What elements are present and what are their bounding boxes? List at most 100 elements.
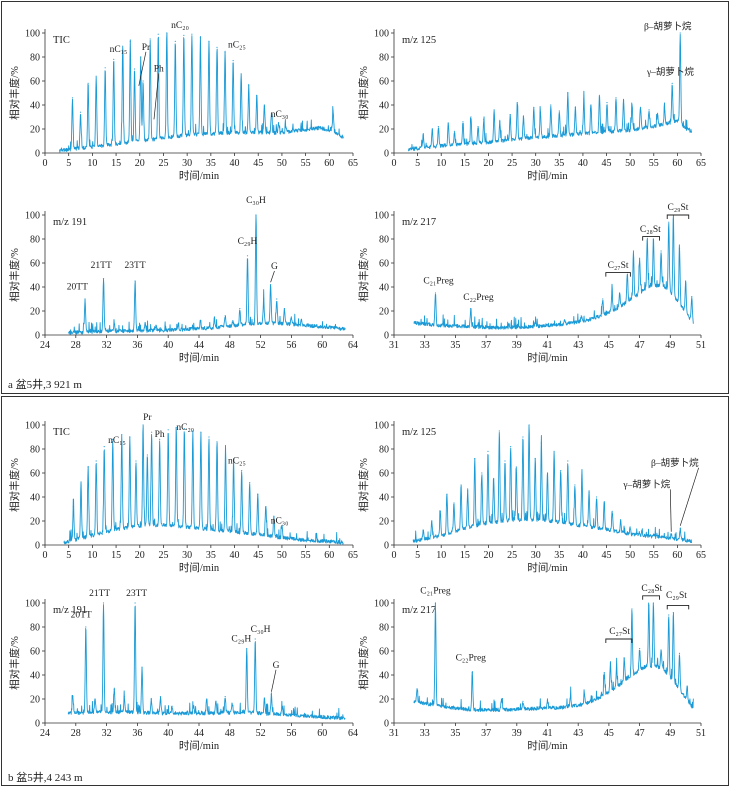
peak-point — [672, 612, 674, 614]
annotation-leader — [270, 270, 275, 283]
y-tick-label: 0 — [384, 331, 389, 342]
annotation-leader — [669, 489, 672, 532]
peak-point — [102, 602, 105, 604]
y-tick-label: 20 — [30, 695, 40, 706]
x-tick-label: 40 — [578, 158, 588, 169]
peak-annotation: 20TT — [71, 610, 92, 620]
peak-point — [619, 292, 621, 294]
peak-annotation: β–胡萝卜烷 — [644, 20, 692, 32]
peak-point — [574, 484, 576, 486]
peak-point — [263, 698, 266, 700]
peak-point — [183, 428, 185, 430]
peak-point — [623, 657, 625, 659]
peak-point — [141, 667, 143, 669]
peak-point — [79, 111, 82, 113]
y-tick-label: 100 — [374, 599, 389, 610]
x-tick-label: 40 — [578, 550, 588, 561]
x-tick-label: 50 — [625, 550, 635, 561]
peak-point — [477, 126, 479, 128]
x-tick-label: 51 — [696, 728, 706, 739]
y-tick-label: 20 — [379, 695, 389, 706]
peak-point — [620, 520, 622, 522]
x-tick-label: 65 — [348, 158, 358, 169]
peak-point — [112, 438, 114, 440]
trace-label: m/z 191 — [53, 217, 87, 228]
x-tick-label: 50 — [625, 158, 635, 169]
y-axis-label: 相对丰度/% — [357, 458, 370, 512]
peak-point — [590, 104, 592, 106]
peak-point — [446, 494, 448, 496]
peak-point — [285, 126, 287, 128]
peak-point — [588, 491, 590, 493]
peak-point — [72, 506, 75, 508]
peak-point — [652, 238, 655, 240]
peak-point — [199, 320, 202, 322]
x-tick-label: 30 — [182, 158, 192, 169]
peak-point — [208, 436, 210, 438]
x-tick-label: 45 — [602, 550, 612, 561]
x-tick-label: 44 — [194, 728, 204, 739]
peak-point — [213, 317, 215, 319]
peak-group-bracket — [605, 638, 633, 643]
trace-line — [58, 32, 344, 153]
y-axis-label: 相对丰度/% — [357, 66, 370, 120]
peak-point — [144, 322, 146, 324]
peak-point — [192, 430, 194, 432]
y-axis-label: 相对丰度/% — [8, 458, 21, 512]
x-tick-label: 60 — [672, 158, 682, 169]
peak-point — [140, 56, 142, 58]
peak-point — [670, 533, 672, 535]
peak-point — [281, 706, 283, 709]
peak-point — [470, 308, 472, 310]
peak-point — [80, 484, 82, 486]
peak-point — [652, 602, 655, 604]
x-tick-label: 35 — [206, 550, 216, 561]
peak-point — [104, 67, 106, 69]
x-axis-label: 时间/min — [179, 169, 220, 182]
peak-point — [664, 110, 666, 112]
peak-point — [534, 458, 536, 460]
y-tick-label: 80 — [30, 235, 40, 246]
peak-point — [629, 526, 631, 528]
peak-annotation: G — [271, 262, 278, 272]
peak-point — [539, 111, 542, 113]
peak-point — [263, 298, 265, 300]
y-tick-label: 60 — [379, 259, 389, 270]
peak-point — [95, 75, 97, 77]
peak-point — [679, 527, 681, 529]
peak-point — [123, 696, 125, 698]
y-tick-label: 20 — [30, 517, 40, 528]
peak-annotation: nC₁₅ — [110, 45, 128, 55]
peak-point — [216, 46, 218, 49]
x-tick-label: 56 — [286, 728, 296, 739]
peak-point — [504, 460, 506, 462]
peak-point — [603, 672, 605, 674]
chart-0-1: 0 5 10 15 20 25 30 35 40 45 50 55 60 65 0 20 40 60 80 100 时间… — [357, 20, 706, 182]
peak-point — [103, 446, 105, 448]
x-tick-label: 47 — [635, 728, 645, 739]
x-tick-label: 30 — [531, 550, 541, 561]
peak-point — [134, 280, 136, 282]
x-tick-label: 28 — [71, 728, 81, 739]
x-tick-label: 65 — [348, 550, 358, 561]
peak-point — [641, 531, 643, 533]
x-tick-label: 60 — [324, 158, 334, 169]
peak-point — [422, 134, 424, 136]
peak-point — [270, 693, 272, 695]
annotation-leader — [679, 467, 699, 526]
y-tick-label: 20 — [379, 125, 389, 136]
peak-annotation: Ph — [154, 64, 164, 74]
peak-annotation: C₂₂Preg — [463, 293, 494, 303]
peak-point — [224, 448, 227, 450]
peak-point — [281, 525, 283, 527]
section-b-frame — [1, 396, 729, 786]
peak-annotation: nC₃₀ — [271, 110, 289, 120]
chart-0-0: 0 5 10 15 20 25 30 35 40 45 50 55 60 65 0 20 40 60 80 100 时间… — [8, 21, 358, 182]
peak-point — [142, 424, 144, 426]
peak-point — [263, 104, 265, 106]
y-axis-label: 相对丰度/% — [8, 636, 21, 690]
x-tick-label: 41 — [543, 728, 553, 739]
peak-point — [569, 696, 572, 698]
peak-point — [483, 118, 485, 120]
